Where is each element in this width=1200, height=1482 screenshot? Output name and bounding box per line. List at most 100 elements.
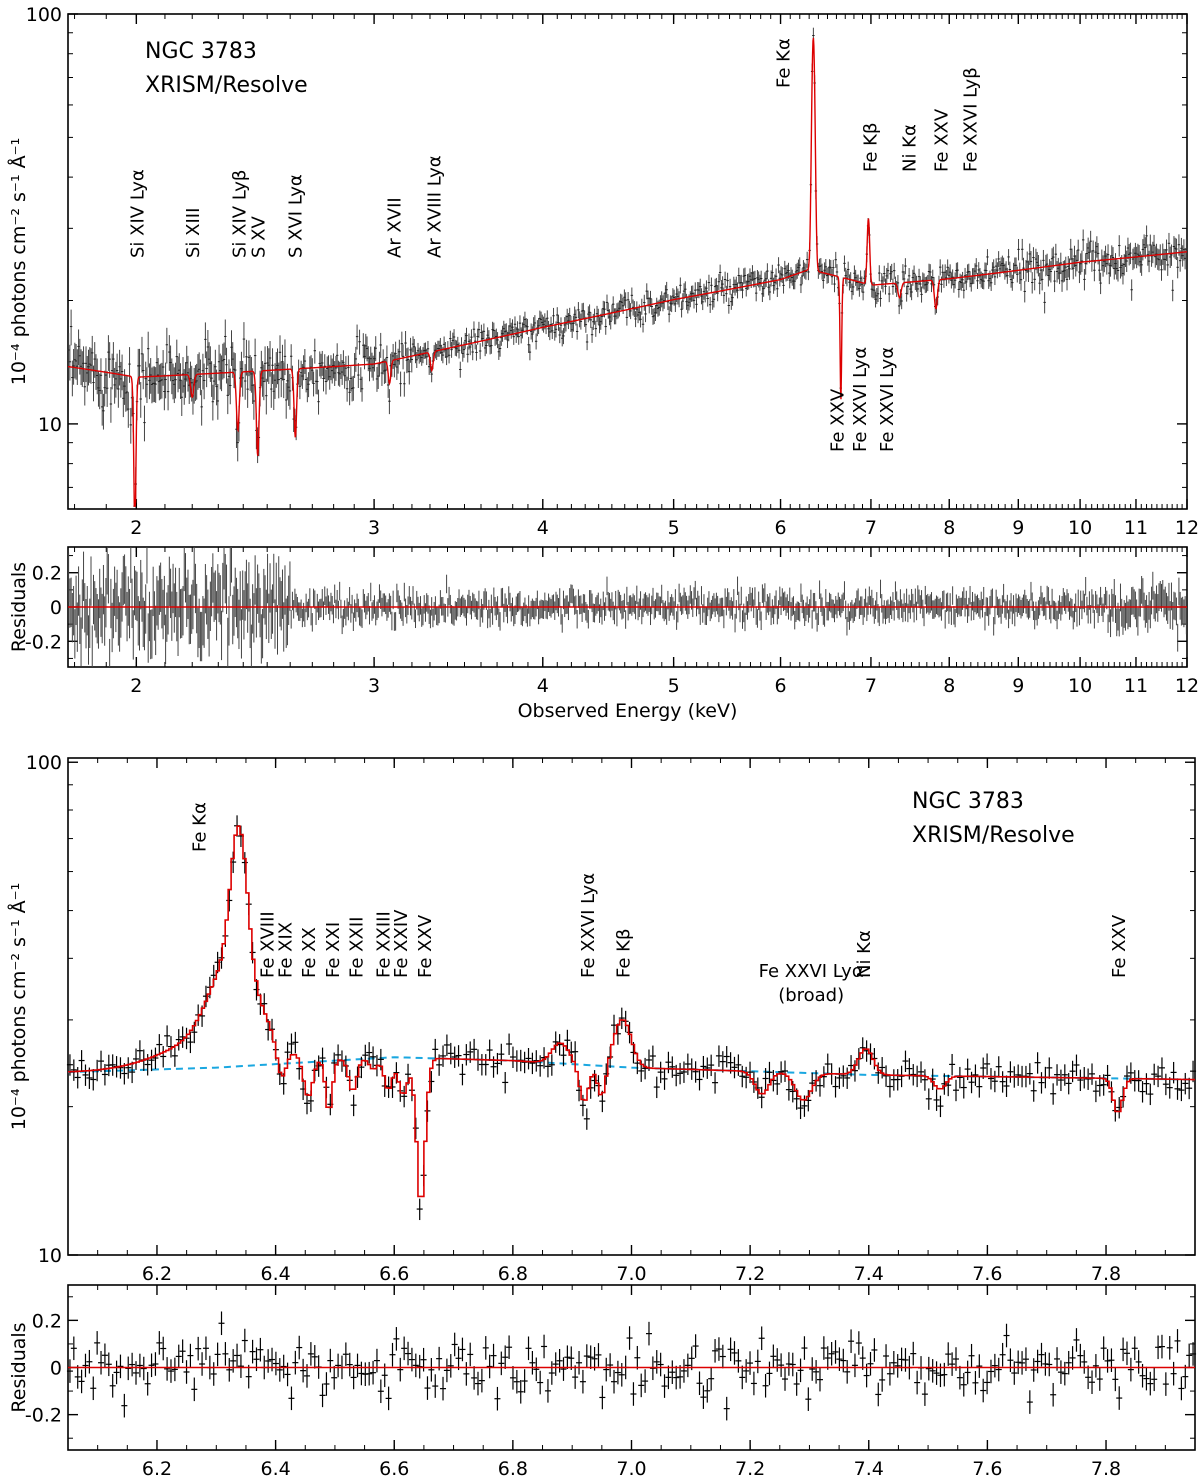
bot-res-ytick-label-0: 0.2 (32, 1310, 62, 1332)
bot-res-xtick-label-1: 6.4 (260, 1458, 290, 1480)
bot-spec-xtick-label-6: 7.4 (854, 1263, 884, 1285)
bot-spec-xtick-label-0: 6.2 (142, 1263, 172, 1285)
top-res-ytick-label-2: -0.2 (25, 631, 62, 653)
top-res-xtick-label-9: 11 (1124, 675, 1148, 697)
top-res-ytick-label-1: 0 (50, 597, 62, 619)
top-spectrum-data-points (67, 27, 1188, 507)
bot-res-ylabel: Residuals (8, 1322, 30, 1412)
top-spec-xtick-label-10: 12 (1175, 517, 1199, 539)
top-line-label-8: Fe Kβ (860, 123, 881, 172)
top-res-xtick-label-8: 10 (1068, 675, 1092, 697)
bot-spec-xtick-label-2: 6.6 (379, 1263, 409, 1285)
bot-res-xtick-label-5: 7.2 (735, 1458, 765, 1480)
top-line-label-9: Ni Kα (899, 124, 920, 172)
bot-res-xtick-label-6: 7.4 (854, 1458, 884, 1480)
top-spectrum-model-line (67, 37, 1188, 507)
bottom-line-label-2: Fe XIX (276, 922, 297, 978)
top-spec-xtick-label-8: 10 (1068, 517, 1092, 539)
bottom-line-label-11: Ni Kα (854, 930, 875, 978)
top-res-xtick-label-3: 5 (668, 675, 680, 697)
top-title-line-0: NGC 3783 (145, 39, 257, 64)
bottom-spectrum-model-line (68, 825, 1195, 1198)
top-res-xlabel: Observed Energy (keV) (518, 700, 738, 722)
bot-res-xtick-label-2: 6.6 (379, 1458, 409, 1480)
top-res-xtick-label-10: 12 (1175, 675, 1199, 697)
top-spec-ytick-label-1: 100 (26, 4, 62, 26)
top-line-label-13: Fe XXVI Lyα (850, 347, 871, 452)
bottom-line-label-1: Fe XVIII (258, 911, 279, 978)
top-line-label-7: Fe Kα (773, 38, 794, 88)
bottom-residuals-data-points (66, 1311, 1197, 1421)
top-res-ylabel: Residuals (8, 562, 30, 652)
bot-spec-xtick-label-1: 6.4 (260, 1263, 290, 1285)
top-line-label-0: Si XIV Lyα (127, 169, 148, 258)
top-res-xtick-label-7: 9 (1012, 675, 1024, 697)
bot-res-ytick-label-1: 0 (50, 1358, 62, 1380)
top-res-xtick-label-5: 7 (865, 675, 877, 697)
bottom-title-line-1: XRISM/Resolve (912, 823, 1075, 848)
top-spec-xtick-label-4: 6 (775, 517, 787, 539)
bottom-line-label-4: Fe XXI (323, 922, 344, 978)
bot-res-xtick-label-7: 7.6 (972, 1458, 1002, 1480)
bottom-line-label-10: Fe Kβ (614, 929, 635, 978)
top-spec-xtick-label-3: 5 (668, 517, 680, 539)
top-spec-xtick-label-6: 8 (943, 517, 955, 539)
bot-spec-xtick-label-5: 7.2 (735, 1263, 765, 1285)
bottom-line-label-9: Fe XXVI Lyα (578, 873, 599, 978)
top-title-line-1: XRISM/Resolve (145, 73, 308, 98)
top-res-xtick-label-6: 8 (943, 675, 955, 697)
top-line-label-11: Fe XXVI Lyβ (960, 67, 981, 172)
bottom-line-label-12: Fe XXV (1109, 914, 1130, 978)
top-spectrum-panel: 2 3 4 5 6 7 8 9 10 11 12 10 100 10⁻⁴ photons cm⁻² s⁻¹… (7, 4, 1199, 539)
top-line-label-10: Fe XXV (931, 108, 952, 172)
bot-spec-ylabel: 10⁻⁴ photons cm⁻² s⁻¹ Å⁻¹ (7, 883, 30, 1131)
top-spec-xtick-label-0: 2 (130, 517, 142, 539)
top-spec-ytick-label-0: 10 (38, 414, 62, 436)
top-line-label-2: Si XIV Lyβ (229, 170, 250, 258)
top-residuals-data-points (68, 547, 1187, 667)
bottom-line-label-0: Fe Kα (189, 802, 210, 852)
bot-spec-xtick-label-3: 6.8 (498, 1263, 528, 1285)
bot-spec-xtick-label-8: 7.8 (1091, 1263, 1121, 1285)
bot-res-xtick-label-4: 7.0 (616, 1458, 646, 1480)
top-spec-ylabel: 10⁻⁴ photons cm⁻² s⁻¹ Å⁻¹ (7, 138, 30, 386)
bottom-line-label-6: Fe XXIII (373, 911, 394, 978)
bot-spec-ytick-label-1: 100 (26, 752, 62, 774)
bottom-title-line-0: NGC 3783 (912, 789, 1024, 814)
top-spec-xtick-label-9: 11 (1124, 517, 1148, 539)
top-spec-xtick-label-1: 3 (368, 517, 380, 539)
top-spec-xtick-label-7: 9 (1012, 517, 1024, 539)
bottom-broad-label-0: Fe XXVI Lyα (759, 961, 864, 982)
bottom-line-label-5: Fe XXII (347, 917, 368, 978)
top-line-label-4: S XVI Lyα (286, 174, 307, 258)
top-line-label-5: Ar XVII (384, 197, 405, 258)
top-line-label-12: Fe XXV (827, 388, 848, 452)
top-res-xtick-label-1: 3 (368, 675, 380, 697)
bot-res-xtick-label-3: 6.8 (498, 1458, 528, 1480)
bot-res-ytick-label-2: -0.2 (25, 1405, 62, 1427)
bot-spec-xtick-label-7: 7.6 (972, 1263, 1002, 1285)
top-spec-xtick-label-5: 7 (865, 517, 877, 539)
top-spec-xtick-label-2: 4 (537, 517, 549, 539)
top-spec-frame (67, 13, 1188, 510)
bottom-broad-label-1: (broad) (778, 985, 844, 1006)
top-line-label-14: Fe XXVI Lyα (877, 347, 898, 452)
bottom-line-label-7: Fe XXIV (391, 909, 412, 978)
top-res-xtick-label-0: 2 (130, 675, 142, 697)
bottom-residuals-panel: 6.2 6.4 6.6 6.8 7.0 7.2 7.4 7.6 7.8 0.2 0 -0.2Resid… (8, 1284, 1197, 1480)
top-res-ytick-label-0: 0.2 (32, 563, 62, 585)
bottom-spectrum-panel: 6.2 6.4 6.6 6.8 7.0 7.2 7.4 7.6 7.8 10 100 10⁻⁴ pho… (7, 752, 1197, 1285)
bot-spec-ytick-label-0: 10 (38, 1245, 62, 1267)
bottom-line-label-3: Fe XX (299, 927, 320, 978)
top-line-label-1: Si XIII (183, 208, 204, 258)
bottom-line-label-8: Fe XXV (415, 914, 436, 978)
top-res-xtick-label-2: 4 (537, 675, 549, 697)
bot-res-xtick-label-0: 6.2 (142, 1458, 172, 1480)
top-res-xtick-label-4: 6 (775, 675, 787, 697)
top-line-label-3: S XV (249, 216, 270, 258)
top-line-label-6: Ar XVIII Lyα (425, 155, 446, 258)
bot-spec-xtick-label-4: 7.0 (616, 1263, 646, 1285)
bot-res-xtick-label-8: 7.8 (1091, 1458, 1121, 1480)
